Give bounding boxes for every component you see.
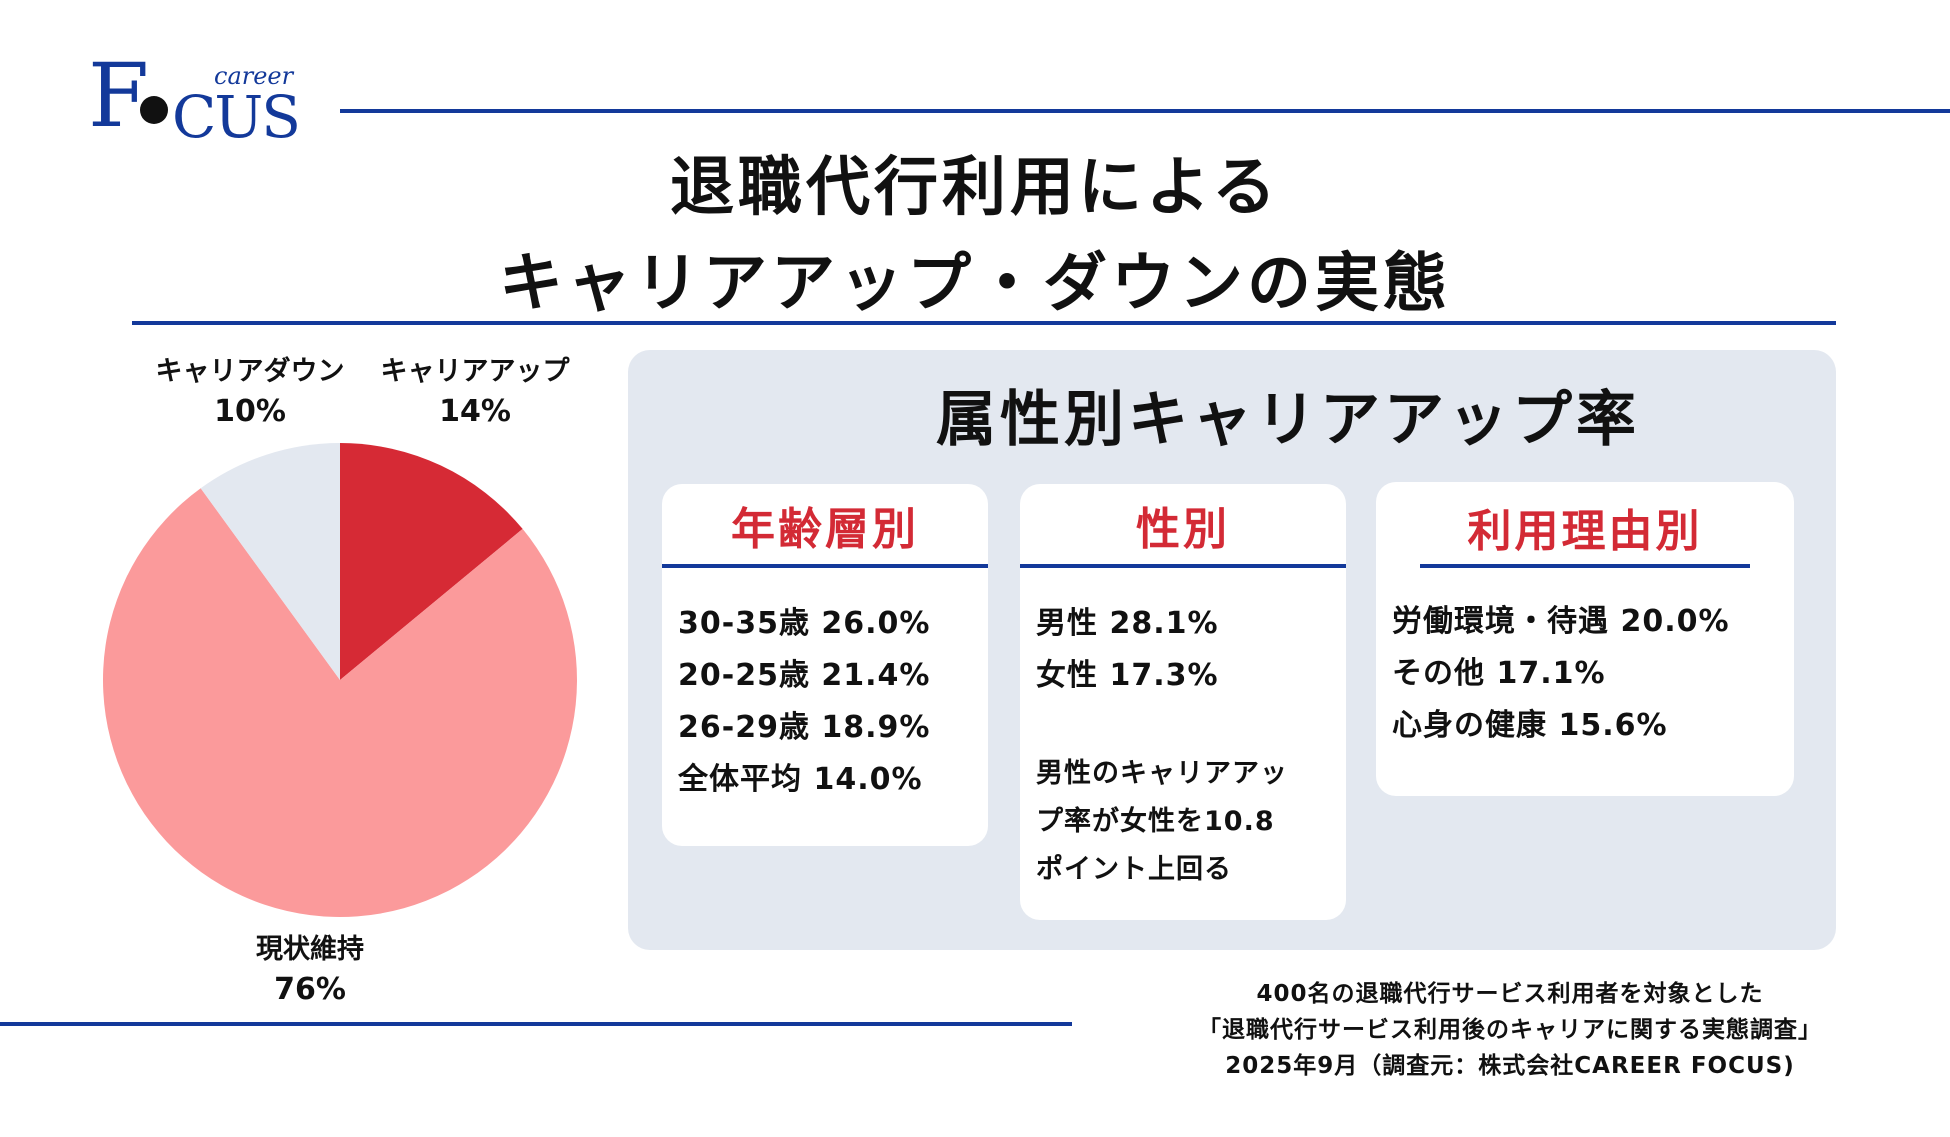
pie-label-status-quo-value: 76%	[274, 972, 346, 1007]
list-item: 20-25歳 21.4%	[678, 658, 931, 693]
company-logo: F CUS career	[88, 52, 308, 152]
survey-source: 400名の退職代行サービス利用者を対象とした 「退職代行サービス利用後のキャリア…	[1060, 976, 1950, 1084]
pie-slice-career-down	[200, 443, 340, 680]
logo-career-text: career	[214, 62, 294, 90]
card-gender-note: 男性のキャリアアッ プ率が女性を10.8 ポイント上回る	[1036, 750, 1288, 894]
list-item: 労働環境・待遇 20.0%	[1392, 604, 1730, 639]
list-item: その他 17.1%	[1392, 656, 1606, 691]
card-gender-rule	[1020, 564, 1346, 568]
pie-slice-status-quo	[102, 488, 577, 917]
card-gender	[1020, 484, 1346, 920]
panel-title: 属性別キャリアアップ率	[936, 385, 1640, 455]
pie-label-status-quo: 現状維持 76%	[190, 930, 430, 1010]
card-reason-rule	[1420, 564, 1750, 568]
list-item: 男性 28.1%	[1036, 606, 1219, 641]
note-line: ポイント上回る	[1036, 854, 1232, 885]
pie-label-career-up-name: キャリアアップ	[380, 356, 570, 387]
title-line-2: キャリアアップ・ダウンの実態	[499, 247, 1451, 321]
list-item: 心身の健康 15.6%	[1392, 708, 1668, 743]
card-reason-title: 利用理由別	[1467, 506, 1703, 557]
card-age-lines: 30-35歳 26.0% 20-25歳 21.4% 26-29歳 18.9% 全…	[678, 598, 930, 806]
title-line-1: 退職代行利用による	[669, 151, 1281, 225]
career-pie-chart	[102, 443, 577, 917]
list-item: 26-29歳 18.9%	[678, 710, 931, 745]
card-age-title: 年齢層別	[731, 504, 919, 555]
footer-rule	[0, 1022, 1072, 1026]
card-gender-title: 性別	[1136, 504, 1230, 555]
card-gender-lines: 男性 28.1% 女性 17.3%	[1036, 598, 1219, 702]
logo-dot	[140, 96, 168, 124]
note-line: プ率が女性を10.8	[1036, 806, 1275, 837]
pie-label-career-up: キャリアアップ 14%	[365, 352, 585, 432]
header-rule	[340, 109, 1950, 113]
pie-label-career-down-value: 10%	[214, 394, 286, 429]
source-line-3: 2025年9月（調査元：株式会社CAREER FOCUS)	[1225, 1053, 1795, 1079]
pie-label-status-quo-name: 現状維持	[256, 934, 364, 965]
logo-letters-cus: CUS	[172, 83, 301, 151]
logo-letter-f: F	[88, 44, 150, 147]
list-item: 女性 17.3%	[1036, 658, 1219, 693]
source-line-2: 「退職代行サービス利用後のキャリアに関する実態調査」	[1198, 1017, 1822, 1043]
card-age	[662, 484, 988, 846]
card-reason	[1376, 482, 1794, 796]
pie-label-career-down-name: キャリアダウン	[155, 356, 345, 387]
pie-slice-career-up	[340, 443, 523, 680]
pie-label-career-down: キャリアダウン 10%	[140, 352, 360, 432]
card-reason-lines: 労働環境・待遇 20.0% その他 17.1% 心身の健康 15.6%	[1392, 596, 1730, 752]
pie-label-career-up-value: 14%	[439, 394, 511, 429]
list-item: 30-35歳 26.0%	[678, 606, 931, 641]
list-item: 全体平均 14.0%	[678, 762, 923, 797]
page-title: 退職代行利用による キャリアアップ・ダウンの実態	[0, 140, 1950, 332]
note-line: 男性のキャリアアッ	[1036, 758, 1288, 789]
card-age-rule	[662, 564, 988, 568]
title-rule	[132, 321, 1836, 325]
source-line-1: 400名の退職代行サービス利用者を対象とした	[1256, 981, 1764, 1007]
